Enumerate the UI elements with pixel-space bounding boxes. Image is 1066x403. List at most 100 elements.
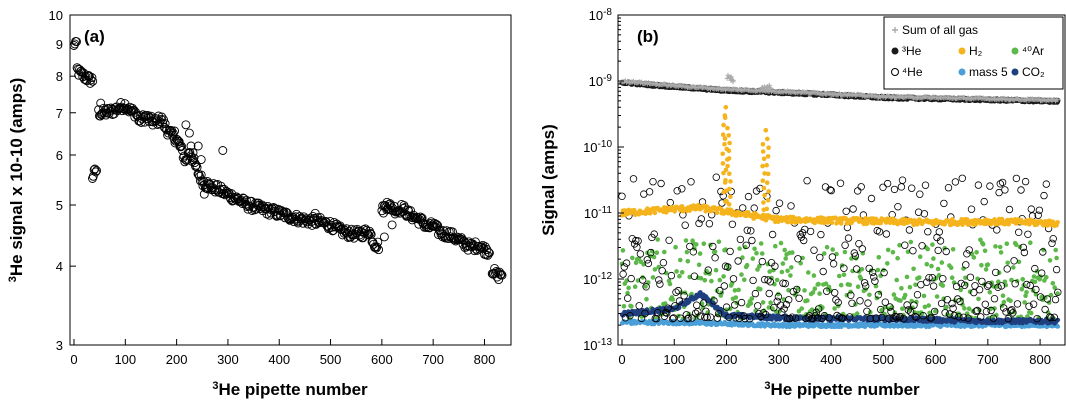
legend-marker (1011, 68, 1019, 76)
ar40-point (939, 260, 945, 265)
legend-marker (891, 47, 899, 55)
ar40-point (987, 289, 993, 295)
he4-point (642, 283, 650, 291)
he4-point (785, 296, 793, 304)
ar40-point (771, 267, 776, 273)
he4-point (782, 300, 791, 309)
he4-point (1020, 248, 1029, 257)
he4-point (1036, 293, 1045, 301)
sum-point (826, 90, 832, 96)
x-tick-label: 200 (716, 352, 738, 367)
x-tick-label: 800 (474, 352, 496, 367)
he4-point (1032, 285, 1040, 294)
he4-point (1008, 306, 1016, 314)
he4-point (770, 304, 778, 312)
ar40-point (742, 277, 747, 283)
sum-point (1023, 97, 1029, 103)
he4-point (803, 176, 811, 185)
ar40-point (985, 262, 991, 267)
ar40-point (698, 276, 704, 281)
he4-point (982, 307, 991, 316)
he4-point (747, 227, 755, 235)
ar40-point (727, 306, 733, 312)
he4-point (935, 228, 943, 236)
data-point (372, 242, 382, 252)
h2-point (760, 149, 766, 154)
he4-point (781, 279, 789, 288)
he4-point (636, 250, 645, 258)
ar40-point (820, 305, 825, 310)
he4-point (944, 183, 953, 192)
h2-point (721, 170, 726, 176)
ar40-point (753, 308, 758, 314)
legend-marker (891, 68, 899, 76)
h2-point (720, 209, 725, 214)
data-point (277, 206, 287, 216)
data-point (412, 212, 422, 222)
ar40-point (694, 242, 699, 247)
he4-point (810, 246, 818, 254)
he4-point (914, 208, 923, 216)
x-tick-label: 0 (70, 352, 77, 367)
h2-point (714, 210, 720, 215)
sum-point (730, 77, 736, 83)
ar40-point (758, 241, 764, 246)
he4-point (955, 313, 963, 321)
he4-point (918, 242, 926, 250)
he4-point (1012, 174, 1021, 183)
he4-point (956, 297, 964, 306)
h2-point (760, 142, 766, 147)
he4-point (716, 286, 724, 295)
data-point (468, 239, 478, 249)
he4-point (867, 194, 876, 203)
he4-point (1022, 280, 1031, 289)
ar40-point (752, 246, 757, 252)
ar40-point (683, 238, 689, 243)
data-point (160, 119, 170, 128)
ar40-point (935, 266, 941, 272)
ar40-point (724, 307, 729, 313)
he4-point (946, 310, 954, 318)
he4-point (871, 277, 879, 285)
legend-marker (892, 27, 898, 33)
ar40-point (754, 250, 759, 256)
he4-point (1006, 307, 1015, 315)
panel-b-points (618, 72, 1062, 330)
he4-point (868, 268, 877, 277)
ar40-point (717, 277, 723, 283)
data-point (362, 229, 372, 239)
h2-point (725, 163, 730, 169)
ar40-point (633, 260, 639, 266)
h2-point (761, 156, 767, 162)
he4-point (678, 185, 686, 193)
ar40-point (992, 306, 997, 311)
ar40-point (963, 275, 968, 281)
he4-point (657, 179, 665, 188)
ar40-point (859, 266, 865, 272)
he4-point (645, 188, 654, 196)
ar40-point (785, 268, 790, 274)
he4-point (958, 174, 966, 182)
he4-point (846, 313, 854, 321)
ar40-point (994, 312, 999, 318)
he4-point (750, 204, 758, 212)
h2-point (727, 171, 732, 176)
he4-point (983, 282, 992, 290)
sum-point (919, 95, 925, 101)
h2-point (727, 186, 732, 192)
ar40-point (696, 262, 702, 268)
ar40-point (701, 241, 707, 246)
he4-point (992, 268, 1000, 277)
he4-point (827, 186, 835, 195)
ar40-point (911, 266, 916, 272)
data-point (497, 270, 507, 280)
data-point (82, 76, 92, 86)
ar40-point (834, 251, 839, 257)
ar40-point (781, 297, 787, 302)
he4-point (820, 312, 829, 320)
h2-point (723, 188, 729, 194)
he4-point (974, 181, 983, 189)
he4-point (690, 272, 699, 280)
x-tick-label: 100 (114, 352, 136, 367)
he4-point (705, 219, 714, 228)
